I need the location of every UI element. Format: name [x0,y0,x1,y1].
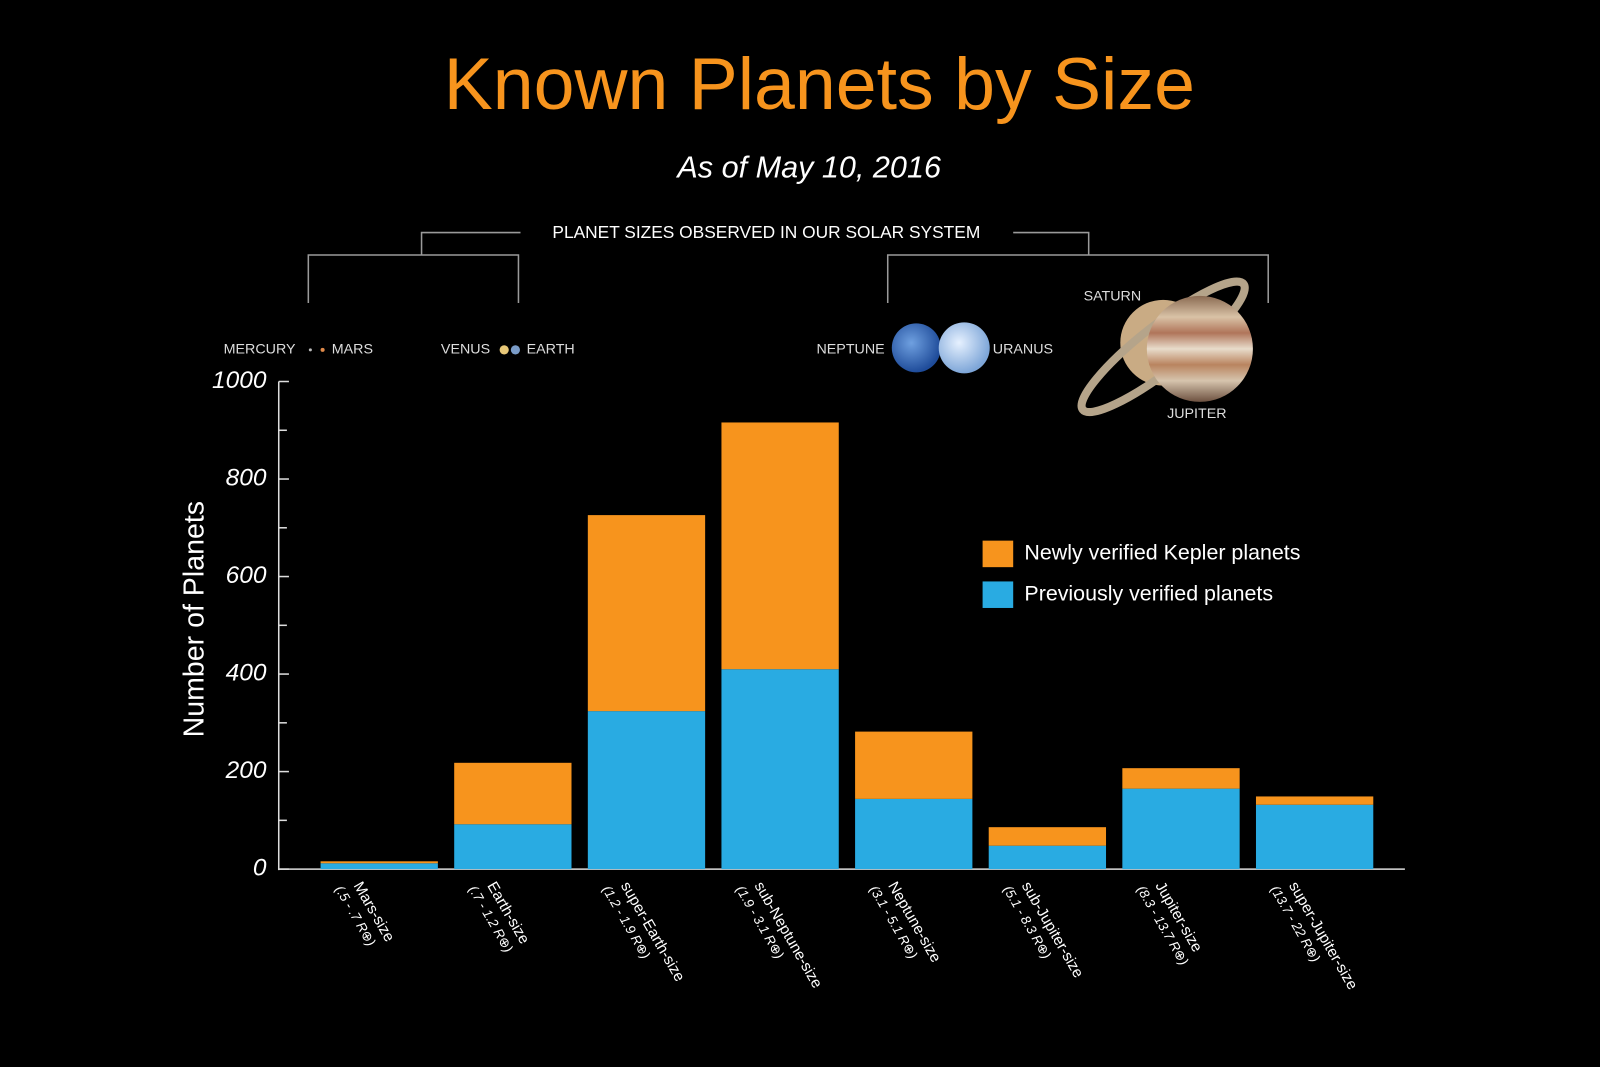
solar-brackets [307,231,1269,303]
jupiter [1146,295,1253,402]
bar-segment [855,731,973,799]
bar-segment [721,422,839,670]
legend-swatch [982,540,1014,568]
legend-label: Previously verified planets [1024,581,1273,605]
y-tick-label: 1000 [212,367,267,394]
y-tick-label: 400 [226,660,267,687]
bar-segment [721,669,839,870]
bar-segment [454,762,572,825]
bar-segment [988,827,1107,846]
y-tick-label: 200 [225,757,267,784]
legend-swatch [982,581,1014,608]
planet-label: JUPITER [1167,406,1226,422]
earth [510,345,520,355]
y-tick-label: 0 [253,855,267,882]
planet-label: URANUS [993,342,1053,358]
planet-label: VENUS [441,342,490,358]
bar-segment [587,515,706,712]
bar-segment [454,824,572,870]
venus [499,345,509,355]
uranus [938,322,990,374]
y-tick-label: 800 [226,464,267,491]
bar-segment [587,711,706,870]
planet-label: EARTH [527,342,575,358]
mercury [308,348,312,352]
chart-subtitle: As of May 10, 2016 [675,150,942,184]
planet-label: NEPTUNE [816,342,884,358]
bar-segment [1122,768,1240,789]
bar-segment [855,798,973,870]
bar-segment [1122,788,1240,870]
y-tick-label: 600 [226,562,267,589]
planet-label: MERCURY [224,342,296,358]
bar-segment [320,861,438,864]
mars [320,347,325,352]
legend-label: Newly verified Kepler planets [1024,541,1300,565]
chart-title: Known Planets by Size [444,43,1195,125]
planet-label: SATURN [1084,289,1142,305]
solar-heading: PLANET SIZES OBSERVED IN OUR SOLAR SYSTE… [552,222,980,242]
bar-segment [1255,804,1374,870]
planet-label: MARS [332,342,373,358]
neptune [891,323,941,373]
y-axis-label: Number of Planets [179,501,211,737]
bar-segment [320,863,438,870]
bar-segment [1255,796,1374,805]
bar-segment [988,845,1107,870]
